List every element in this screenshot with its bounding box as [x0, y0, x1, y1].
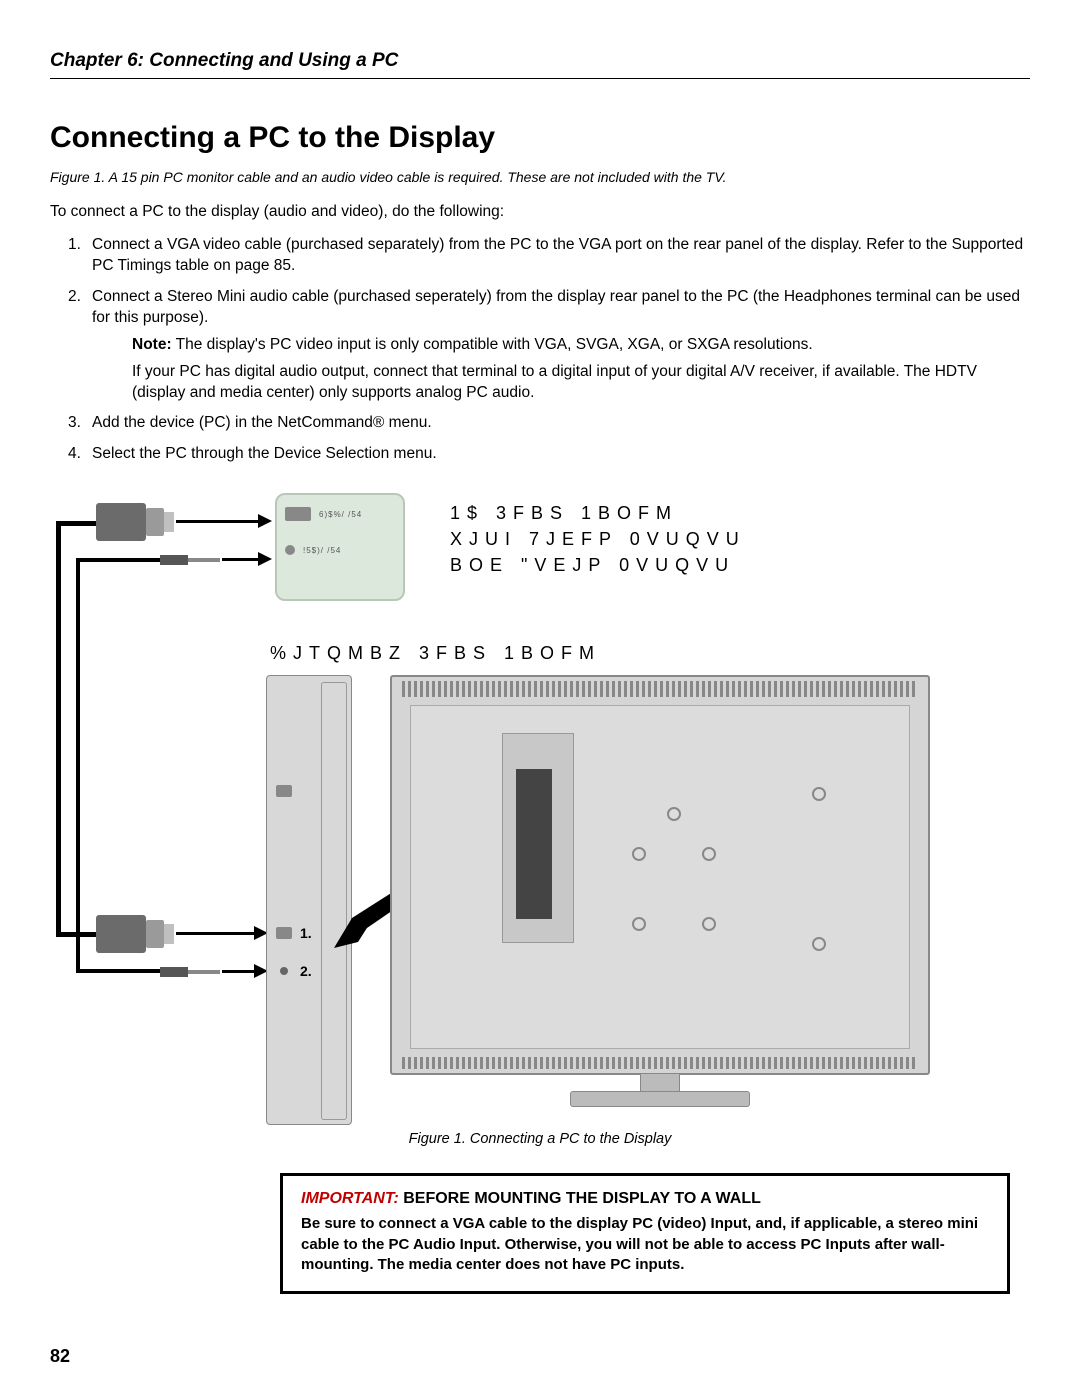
cable-segment — [76, 558, 80, 972]
audio-port-label: !5$)/ /54 — [303, 546, 341, 555]
important-box: IMPORTANT: BEFORE MOUNTING THE DISPLAY T… — [280, 1173, 1010, 1294]
vga-port-icon — [285, 507, 311, 521]
vga-connector-bottom-icon — [96, 915, 174, 953]
page-number: 82 — [50, 1346, 70, 1367]
important-title: BEFORE MOUNTING THE DISPLAY TO A WALL — [399, 1190, 761, 1207]
cable-segment — [76, 969, 160, 973]
pc-panel-label-1: 1$ 3FBS 1BOFM — [450, 503, 678, 524]
video-port-label: 6)$%/ /54 — [319, 510, 362, 519]
cable-segment — [56, 521, 96, 526]
arrow-line — [222, 970, 256, 973]
cable-segment — [56, 521, 61, 937]
step-3-text: Add the device (PC) in the NetCommand® m… — [92, 414, 432, 431]
note-line2: If your PC has digital audio output, con… — [132, 362, 1030, 404]
connection-diagram: 6)$%/ /54 !5$)/ /54 1$ 3FBS 1BOFM XJUI 7… — [50, 485, 1030, 1125]
step-4: 4.Select the PC through the Device Selec… — [68, 444, 1030, 465]
steps-list: 1.Connect a VGA video cable (purchased s… — [50, 235, 1030, 465]
section-title: Connecting a PC to the Display — [50, 121, 1030, 155]
figure-caption-bottom: Figure 1. Connecting a PC to the Display — [50, 1131, 1030, 1147]
side-vga-port-icon — [276, 785, 292, 797]
step-3: 3.Add the device (PC) in the NetCommand®… — [68, 413, 1030, 434]
pc-panel-label-2: XJUI 7JEFP 0VUQVU — [450, 529, 746, 550]
figure-caption-top: Figure 1. A 15 pin PC monitor cable and … — [50, 169, 1030, 185]
step-1-text: Connect a VGA video cable (purchased sep… — [92, 236, 1023, 274]
step-2-text: Connect a Stereo Mini audio cable (purch… — [92, 288, 1020, 326]
tv-stand-icon — [570, 1073, 750, 1113]
vga-connector-top-icon — [96, 503, 174, 541]
chapter-header: Chapter 6: Connecting and Using a PC — [50, 50, 1030, 79]
audio-port-icon — [285, 545, 295, 555]
step-2: 2.Connect a Stereo Mini audio cable (pur… — [68, 287, 1030, 404]
arrow-line — [222, 558, 260, 561]
display-rear-label: %JTQMBZ 3FBS 1BOFM — [270, 643, 601, 664]
important-body: Be sure to connect a VGA cable to the di… — [301, 1214, 989, 1275]
pc-video-port: 6)$%/ /54 — [285, 507, 395, 521]
port-number-2: 2. — [300, 963, 312, 979]
side-port-1-icon — [276, 927, 292, 939]
pc-audio-port: !5$)/ /54 — [285, 545, 395, 555]
step-4-text: Select the PC through the Device Selecti… — [92, 445, 437, 462]
audio-jack-bottom-icon — [160, 967, 220, 977]
note-prefix: Note: — [132, 336, 172, 353]
pc-rear-panel: 6)$%/ /54 !5$)/ /54 — [275, 493, 405, 601]
arrow-head-icon — [258, 514, 272, 528]
arrow-head-icon — [258, 552, 272, 566]
arrow-line — [176, 520, 260, 523]
important-label: IMPORTANT: — [301, 1190, 399, 1207]
cable-segment — [76, 558, 160, 562]
tv-rear-panel — [390, 675, 930, 1075]
arrow-line — [176, 932, 256, 935]
note-line1: The display's PC video input is only com… — [172, 336, 813, 353]
audio-jack-top-icon — [160, 555, 220, 565]
note-block: Note: The display's PC video input is on… — [92, 335, 1030, 404]
port-number-1: 1. — [300, 925, 312, 941]
pc-panel-label-3: BOE "VEJP 0VUQVU — [450, 555, 735, 576]
step-1: 1.Connect a VGA video cable (purchased s… — [68, 235, 1030, 277]
intro-text: To connect a PC to the display (audio an… — [50, 203, 1030, 221]
